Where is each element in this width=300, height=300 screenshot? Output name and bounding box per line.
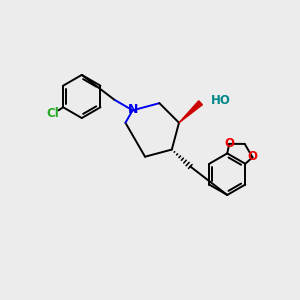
Text: N: N — [128, 103, 138, 116]
Text: O: O — [224, 136, 234, 150]
Text: O: O — [248, 150, 257, 163]
Text: HO: HO — [211, 94, 230, 107]
Text: Cl: Cl — [46, 107, 59, 120]
Polygon shape — [179, 101, 202, 123]
